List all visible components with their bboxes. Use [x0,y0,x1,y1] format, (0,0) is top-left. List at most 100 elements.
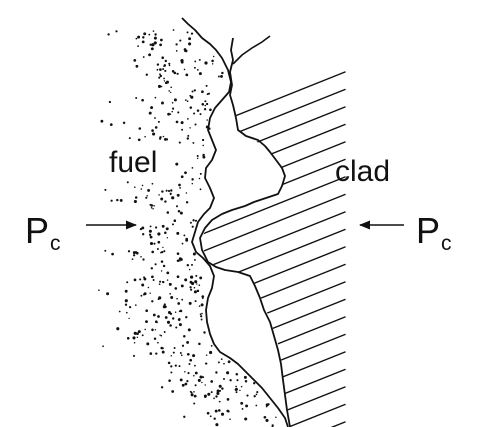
fuel-speck [163,250,165,252]
fuel-speck [135,196,138,199]
fuel-speck [150,242,153,245]
fuel-speck [187,353,190,356]
fuel-speck [177,302,180,305]
fuel-speck [215,423,218,426]
fuel-speck [149,112,152,115]
clad-label: clad [335,157,390,187]
fuel-speck [163,78,165,80]
fuel-speck [201,303,204,306]
fuel-speck [176,205,178,207]
fuel-speck [179,40,181,42]
fuel-speck [149,230,152,233]
fuel-speck [227,398,230,401]
fuel-speck [132,258,134,260]
fuel-speck [137,45,139,47]
fuel-speck [175,311,176,312]
fuel-speck [152,183,154,185]
fuel-speck [220,75,223,78]
fuel-speck [177,73,179,75]
fuel-speck [195,275,197,277]
fuel-speck [181,175,184,178]
fuel-speck [151,300,153,302]
fuel-speck [126,281,128,283]
fuel-speck [159,334,160,335]
fuel-speck [190,289,192,291]
fuel-speck [180,310,183,313]
fuel-speck [157,342,159,344]
fuel-speck [136,252,139,255]
fuel-speck [197,109,200,112]
fuel-speck [150,106,153,109]
fuel-speck [133,355,135,357]
fuel-speck [168,190,170,192]
fuel-speck [182,345,184,347]
fuel-speck [187,264,189,266]
fuel-speck [204,105,206,107]
fuel-speck [142,185,144,187]
fuel-speck [141,188,143,190]
fuel-speck [235,386,237,388]
fuel-speck [133,254,135,256]
fuel-speck [129,137,131,139]
fuel-speck [187,100,189,102]
hatch-line [200,265,345,323]
fuel-speck [193,375,195,377]
fuel-speck [182,384,185,387]
fuel-speck [155,226,157,228]
fuel-speck [206,85,208,87]
fuel-speck [236,379,238,381]
fuel-speck [194,89,196,91]
fuel-speck [164,200,166,202]
fuel-speck [206,103,208,105]
fuel-speck [181,299,183,301]
fuel-speck [164,331,166,333]
fuel-speck [189,302,192,305]
fuel-speck [209,351,212,354]
fuel-speck [184,383,187,386]
fuel-speck [159,44,162,47]
fuel-speck [245,404,248,407]
fuel-speck [154,33,156,35]
fuel-speck [125,304,127,306]
fuel-speck [186,192,187,193]
fuel-speck [135,304,137,306]
fuel-speck [174,98,177,101]
fuel-speck [206,119,208,121]
fuel-speck [219,385,222,388]
fuel-speck [209,108,212,111]
fuel-speck [172,223,174,225]
fuel-speck [188,328,191,331]
fuel-speck [161,56,164,59]
fuel-speck [157,69,159,71]
fuel-speck [139,127,142,130]
fuel-speck [144,329,146,331]
fuel-speck [155,352,157,354]
fuel-speck [158,85,161,88]
fuel-speck [137,337,138,338]
fuel-speck [204,396,206,398]
fuel-speck [149,292,150,293]
fuel-speck [194,67,196,69]
fuel-speck [153,314,156,317]
hatch-line [200,177,345,235]
fuel-speck [275,417,277,419]
fuel-speck [153,243,155,245]
fuel-speck [202,103,205,106]
fuel-speck [146,195,148,197]
contact-pressure-label-right: Pc [416,213,452,249]
fuel-speck [171,196,174,199]
fuel-speck [162,281,164,283]
fuel-speck [193,252,196,255]
fuel-speck [155,329,156,330]
fuel-speck [197,158,198,159]
fuel-speck [160,75,162,77]
fuel-speck [165,316,168,319]
fuel-speck [213,56,214,57]
fuel-speck [203,331,205,333]
fuel-speck [211,60,214,63]
hatch-line [200,405,345,427]
fuel-speck [185,74,188,77]
fuel-speck [167,321,170,324]
fuel-speck [207,393,210,396]
fuel-speck [125,290,128,293]
